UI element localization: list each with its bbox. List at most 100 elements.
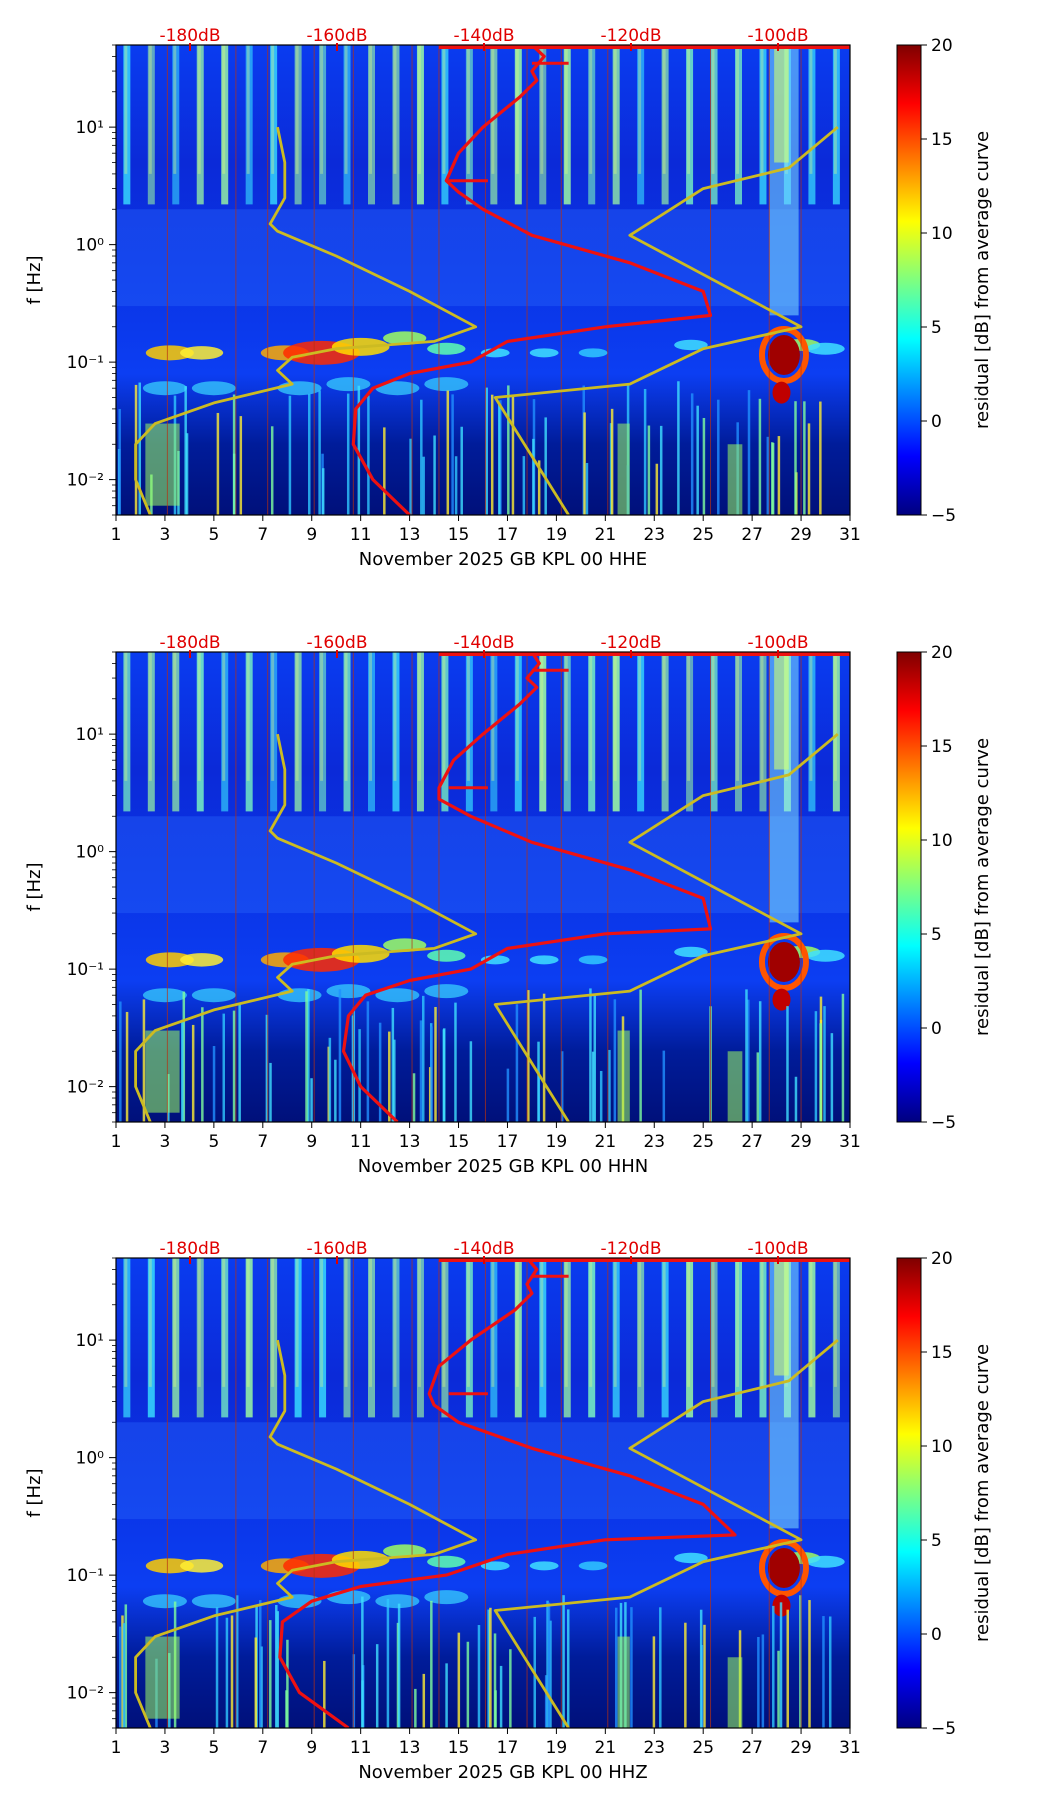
microseism-blob [427, 342, 466, 355]
daily-noise-core [173, 45, 177, 174]
daily-noise-stripe [637, 652, 645, 812]
transient-spike [522, 456, 526, 515]
daily-noise-core [173, 1258, 177, 1387]
daily-noise-stripe [392, 1258, 400, 1418]
daily-noise-stripe [123, 1258, 131, 1418]
transient-spike [118, 409, 121, 515]
daily-noise-stripe [392, 45, 400, 205]
microseism-blob [375, 381, 420, 396]
y-tick-label: 10⁻¹ [67, 353, 104, 373]
series-line-noise-model-high [493, 126, 839, 515]
microseism-blob [806, 1555, 845, 1568]
daily-noise-stripe [147, 652, 155, 812]
transient-spike [822, 1616, 825, 1728]
transient-spike [537, 460, 541, 515]
colorbar-tick-label: 0 [931, 412, 942, 432]
transient-spike [361, 1596, 364, 1728]
storm-peak [767, 1547, 800, 1588]
transient-spike [118, 1626, 122, 1728]
daily-noise-core [344, 652, 348, 781]
transient-spike [422, 456, 425, 515]
transient-spike [269, 1062, 272, 1122]
db-scale-label: -120dB [600, 1239, 661, 1259]
y-tick-label: 10⁻¹ [67, 1566, 104, 1586]
y-tick-label: 10¹ [76, 725, 104, 745]
transient-spike [276, 1611, 279, 1728]
x-tick-label: 17 [497, 1132, 519, 1152]
daily-noise-stripe [416, 1258, 424, 1418]
transient-patch [727, 1051, 743, 1122]
microseism-blob [529, 348, 559, 358]
microseism-blob [142, 1594, 187, 1609]
series-line-noise-model-high [493, 1339, 839, 1728]
daily-noise-stripe [759, 652, 767, 812]
daily-noise-stripe [661, 1258, 669, 1418]
daily-noise-stripe [490, 652, 498, 812]
transient-spike [124, 1604, 128, 1728]
transient-spike [684, 1622, 687, 1728]
x-tick-label: 23 [643, 1738, 665, 1758]
transient-spike [613, 999, 617, 1122]
daily-noise-stripe [465, 652, 473, 812]
colorbar: −5 0 5 10 15 20 residual [dB] from average cur… [896, 36, 993, 526]
colorbar-gradient [896, 651, 922, 1123]
storm-secondary-peak [772, 988, 791, 1011]
daily-noise-stripe [368, 1258, 376, 1418]
transient-spike [230, 1615, 234, 1728]
transient-patch [617, 1030, 630, 1122]
transient-spike [591, 1051, 595, 1122]
transient-patch [727, 444, 743, 515]
transient-spike [321, 468, 325, 515]
daily-noise-stripe [539, 1258, 547, 1418]
daily-noise-core [564, 652, 568, 781]
x-tick-label: 5 [208, 525, 219, 545]
db-scale-label: -160dB [306, 26, 367, 46]
transient-spike [420, 399, 423, 515]
transient-spike [507, 385, 510, 515]
daily-noise-core [589, 652, 593, 781]
daily-noise-stripe [221, 45, 229, 205]
transient-spike [532, 438, 535, 515]
plot-area [116, 1258, 850, 1728]
transient-spike [212, 1046, 216, 1122]
colorbar-tick-label: 20 [931, 1249, 953, 1269]
daily-noise-core [540, 652, 544, 781]
transient-spike [771, 442, 774, 515]
microseism-blob [674, 946, 708, 958]
microseism-blob [145, 345, 194, 361]
transient-patch [617, 1636, 630, 1728]
transient-spike [191, 1024, 195, 1122]
x-tick-label: 13 [399, 1132, 421, 1152]
transient-spike [238, 1003, 241, 1122]
daily-noise-core [589, 1258, 593, 1387]
transient-spike [412, 1073, 416, 1122]
transient-spike [338, 989, 342, 1122]
x-tick-label: 29 [790, 1738, 812, 1758]
transient-spike [599, 1070, 603, 1122]
transient-spike [451, 394, 454, 515]
transient-spike [318, 390, 321, 515]
daily-noise-stripe [612, 652, 620, 812]
daily-noise-stripe [147, 1258, 155, 1418]
daily-noise-stripe [759, 1258, 767, 1418]
transient-spike [307, 989, 310, 1122]
microseism-blob [674, 339, 708, 351]
x-tick-label: 19 [546, 1738, 568, 1758]
daily-noise-stripe [759, 45, 767, 205]
daily-noise-stripe [563, 45, 571, 205]
transient-spike [352, 1654, 356, 1728]
microseism-blob [326, 1590, 371, 1605]
transient-spike [593, 995, 597, 1122]
microseism-blob [529, 955, 559, 965]
transient-spike [647, 425, 651, 515]
transient-spike [121, 1615, 124, 1728]
microseism-blob [375, 1594, 420, 1609]
transient-spike [454, 456, 458, 515]
daily-noise-stripe [294, 45, 302, 205]
x-tick-label: 3 [160, 1132, 171, 1152]
transient-spike [630, 1607, 633, 1728]
transient-spike [328, 1037, 332, 1122]
y-tick-label: 10⁻² [67, 1684, 104, 1704]
transient-spike [662, 1050, 666, 1122]
microseism-blob [480, 1561, 510, 1571]
